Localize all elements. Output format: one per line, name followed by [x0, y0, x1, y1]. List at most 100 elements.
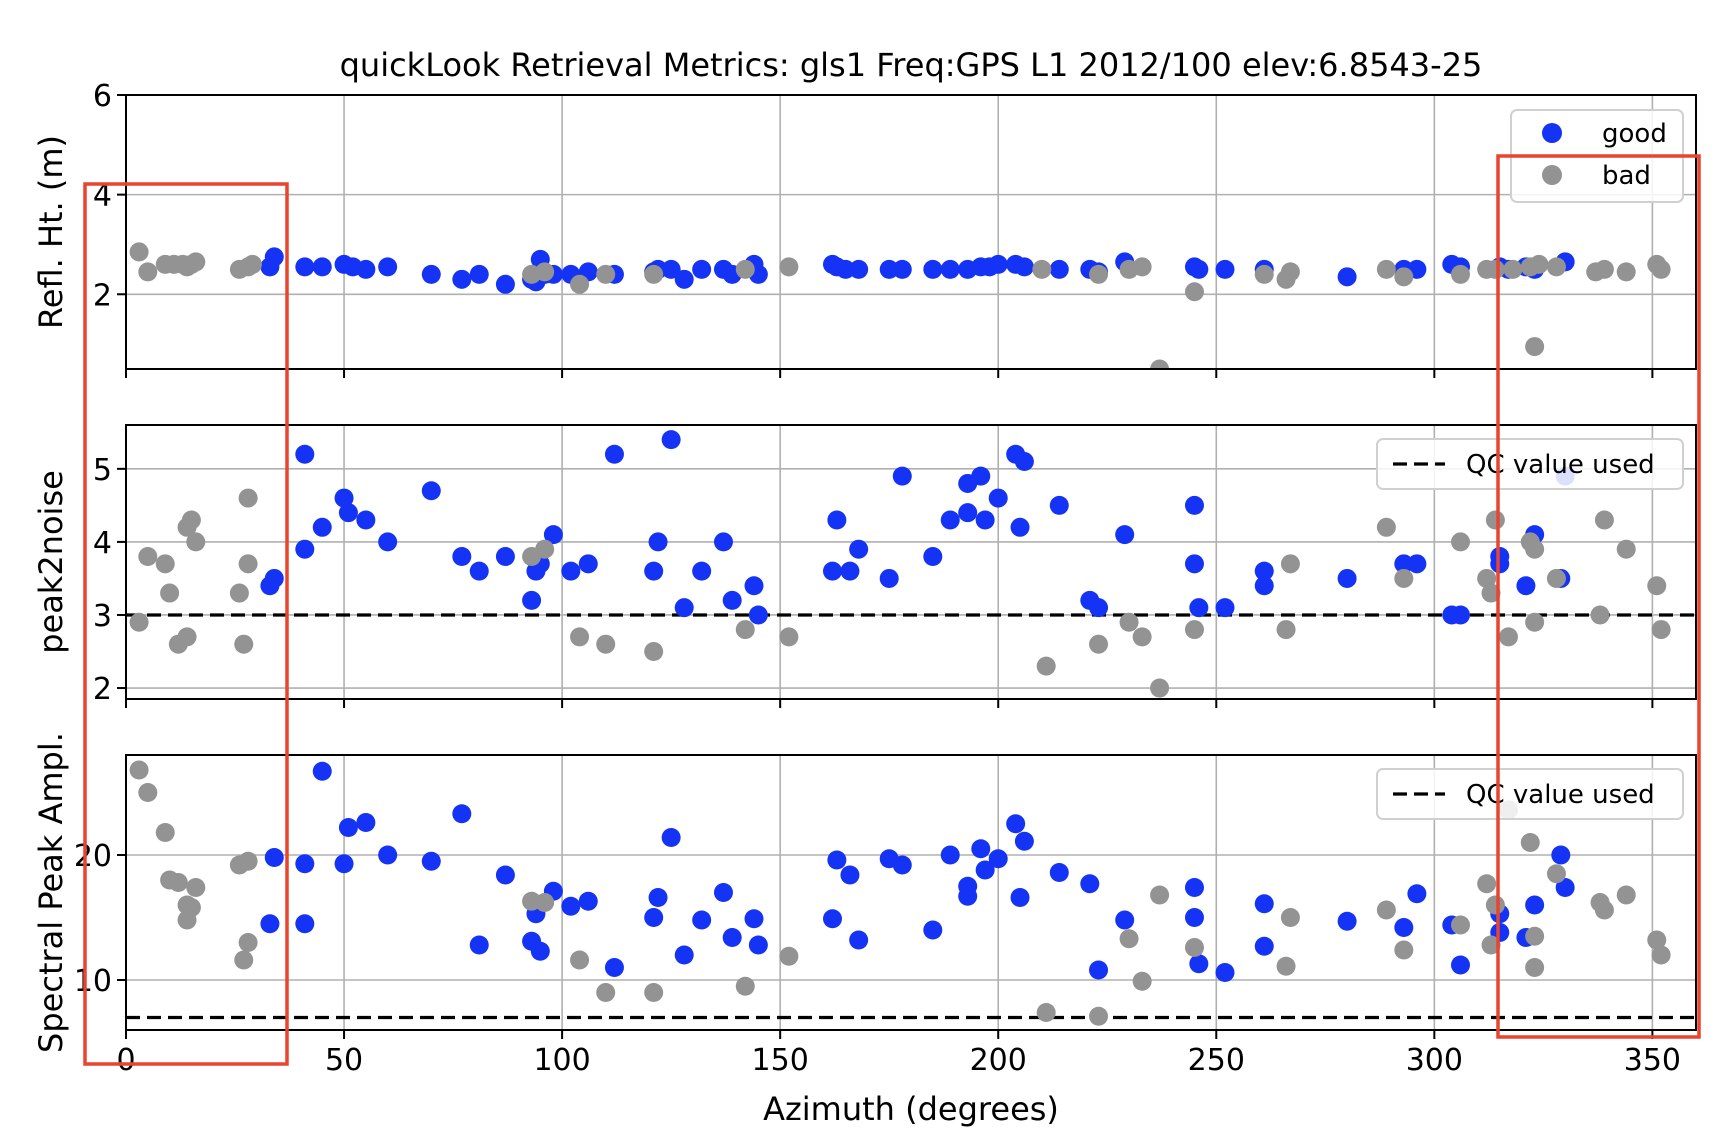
good-point: [722, 928, 742, 947]
bad-point: [1481, 583, 1501, 603]
good-point: [923, 259, 943, 279]
y-tick-label: 4: [93, 526, 112, 561]
bad-point: [155, 554, 175, 574]
good-point: [295, 539, 315, 559]
peak2noise-points: [129, 430, 1671, 698]
bad-point: [1394, 940, 1414, 960]
good-point: [1115, 910, 1135, 930]
good-point: [495, 865, 515, 885]
good-point: [356, 259, 376, 279]
good-point: [1189, 259, 1209, 279]
good-point: [1215, 259, 1235, 279]
good-point: [1010, 517, 1030, 537]
bad-point: [1477, 874, 1497, 894]
good-point: [1014, 452, 1034, 472]
bad-point: [1451, 264, 1470, 284]
bad-point: [129, 760, 149, 780]
legend-label-good: good: [1602, 119, 1667, 149]
bad-point: [570, 274, 590, 294]
x-tick-label: 50: [325, 1043, 363, 1078]
good-point: [1089, 598, 1109, 618]
bad-point: [1651, 620, 1671, 640]
bad-point: [1525, 337, 1545, 357]
good-point: [1451, 955, 1470, 975]
bad-point: [1485, 895, 1505, 915]
bad-point: [1498, 627, 1518, 647]
bad-point: [238, 488, 258, 508]
good-point: [988, 849, 1008, 869]
good-point: [674, 945, 694, 965]
good-point: [971, 839, 991, 859]
bad-point: [1477, 568, 1497, 588]
bad-point: [1276, 956, 1296, 976]
bad-point: [596, 264, 616, 284]
bad-point: [234, 634, 254, 654]
good-point: [469, 561, 489, 581]
good-point: [421, 264, 441, 284]
good-point: [674, 598, 694, 618]
bad-point: [1132, 257, 1152, 277]
peak2noise-axes-frame: [125, 424, 1697, 700]
good-point: [975, 510, 995, 530]
bad-point: [238, 851, 258, 871]
good-point: [1551, 845, 1571, 865]
bad-point: [1150, 678, 1170, 698]
bad-point: [155, 823, 175, 842]
bad-point: [1036, 656, 1056, 676]
good-point: [958, 886, 978, 906]
bad-point: [1089, 1006, 1109, 1026]
good-point: [452, 547, 472, 567]
good-point: [923, 920, 943, 940]
good-point: [1407, 554, 1427, 574]
bad-point: [1546, 864, 1566, 884]
good-point: [1254, 561, 1274, 581]
bad-point: [1647, 576, 1667, 596]
bad-point: [177, 627, 197, 647]
bad-point: [1032, 259, 1052, 279]
bad-point: [1594, 900, 1614, 920]
good-point: [1516, 576, 1536, 596]
peak2noise-panel: 2 3 4 5 peak2noise QC value used: [32, 424, 1697, 708]
bad-point: [1150, 885, 1170, 905]
good-point: [334, 488, 354, 508]
good-point: [1184, 878, 1204, 897]
bad-point: [1525, 926, 1545, 946]
bad-point: [1525, 539, 1545, 559]
good-point: [1010, 888, 1030, 907]
refl-height-axes-frame: [125, 94, 1697, 370]
good-point: [940, 259, 960, 279]
good-point: [1337, 911, 1357, 931]
good-point: [1184, 495, 1204, 515]
bad-point: [242, 254, 262, 274]
good-point: [674, 269, 694, 289]
good-point: [1184, 908, 1204, 927]
bad-point: [1089, 264, 1109, 284]
good-point: [1014, 257, 1034, 277]
good-point: [644, 561, 664, 581]
x-tick-label: 150: [752, 1043, 809, 1078]
good-point: [378, 532, 398, 552]
good-point: [827, 850, 847, 870]
good-point: [1215, 598, 1235, 618]
good-point: [1080, 874, 1100, 894]
good-point: [988, 488, 1008, 508]
good-point: [522, 590, 542, 610]
good-point: [295, 914, 315, 934]
bad-point: [1089, 634, 1109, 654]
bad-point: [535, 539, 555, 559]
bad-point: [1036, 1003, 1056, 1022]
bad-point: [1651, 945, 1671, 965]
refl-height-y-axis-label: Refl. Ht. (m): [32, 135, 70, 329]
bad-point: [644, 642, 664, 662]
good-point: [1215, 963, 1235, 982]
good-point: [1189, 598, 1209, 618]
spectral-peak-amplitude-points: [129, 760, 1671, 1026]
bad-point: [570, 627, 590, 647]
good-point: [295, 444, 315, 464]
bad-point: [238, 554, 258, 574]
good-point: [312, 517, 332, 537]
x-tick-label: 200: [970, 1043, 1027, 1078]
good-point: [295, 854, 315, 874]
good-point: [312, 761, 332, 781]
good-point: [827, 510, 847, 530]
